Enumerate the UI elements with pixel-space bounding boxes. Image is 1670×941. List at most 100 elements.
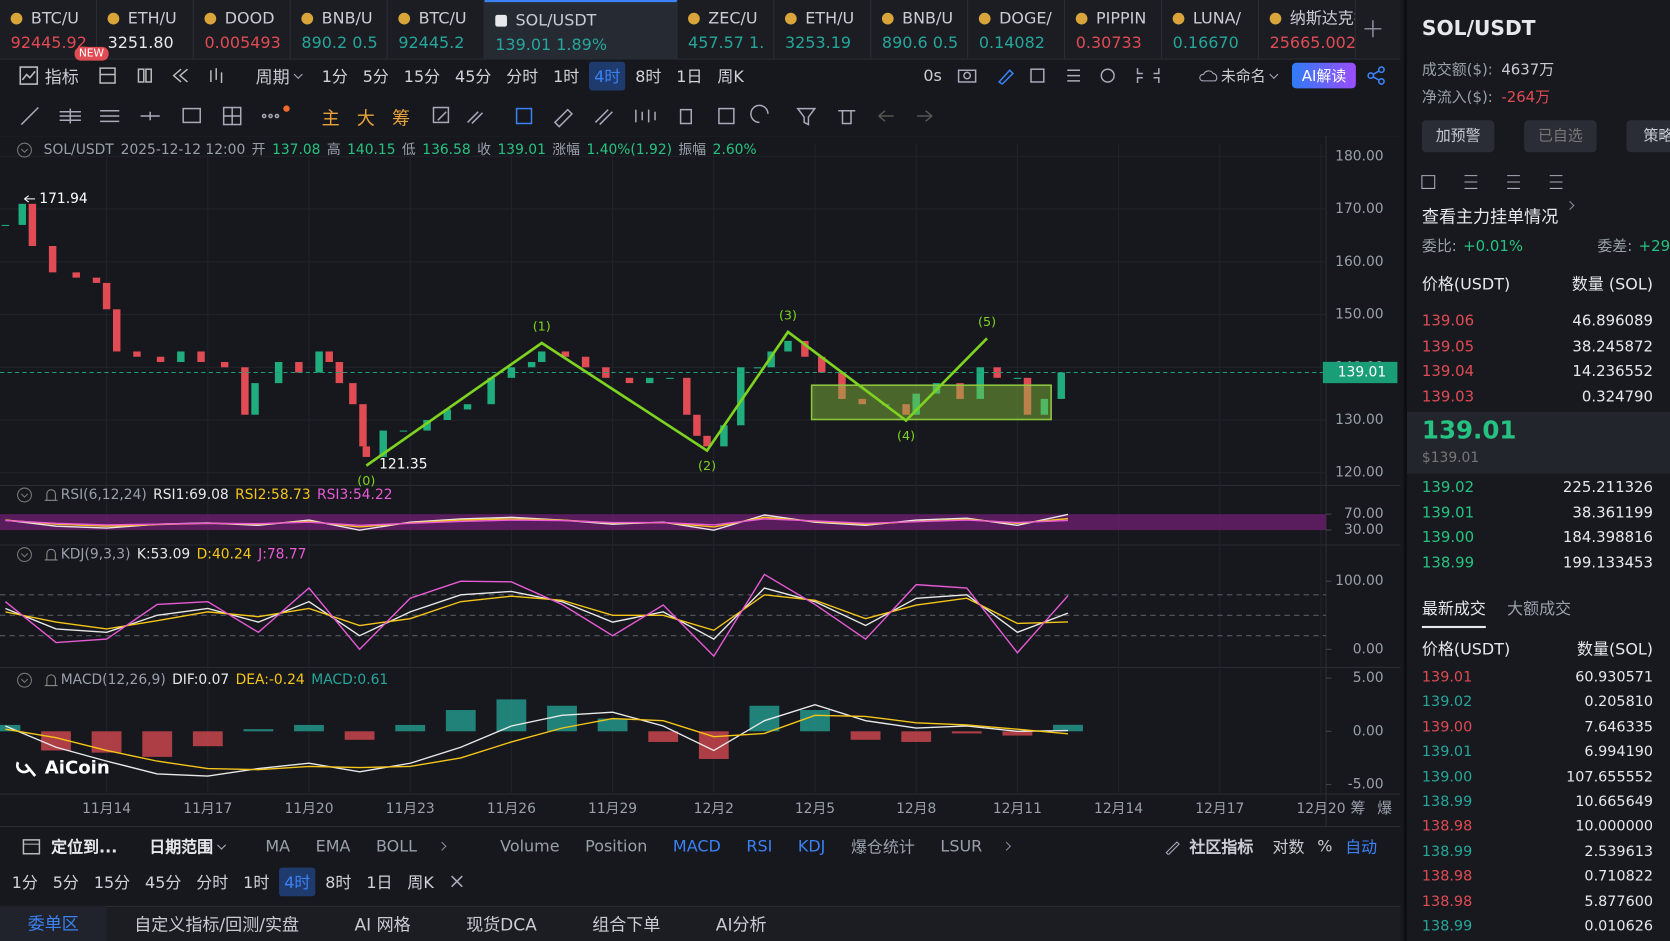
overlay-tool[interactable]: 筹: [391, 108, 411, 130]
close-icon[interactable]: [450, 874, 465, 889]
calendar-icon: [22, 839, 41, 855]
interval[interactable]: 45分: [145, 872, 182, 892]
bottom-tab[interactable]: 组合下单: [592, 914, 661, 935]
auto-scale[interactable]: 自动: [1345, 837, 1378, 857]
log-scale[interactable]: 对数: [1272, 837, 1305, 857]
panel-button[interactable]: 策略: [1626, 120, 1670, 153]
trade-tab[interactable]: 最新成交: [1421, 597, 1486, 629]
symbol-tab[interactable]: ZEC/U 457.57 1.: [677, 0, 775, 59]
indicator[interactable]: LSUR: [940, 836, 983, 856]
symbol-tab[interactable]: BNB/U 890.6 0.5: [871, 0, 969, 59]
symbol-tab[interactable]: 纳斯达克指 25665.002: [1259, 0, 1356, 59]
interval[interactable]: 45分: [455, 66, 492, 86]
trade-price: 138.99: [1421, 917, 1473, 935]
indicator-bar: 定位到... 日期范围 MA EMA BOLL Volume Position MACD…: [0, 826, 1401, 865]
interval[interactable]: 1时: [553, 66, 580, 86]
trade-qty: 10.665649: [1575, 793, 1654, 811]
add-tab[interactable]: [1363, 19, 1382, 38]
symbol-tab[interactable]: ETH/U 3253.19: [774, 0, 872, 59]
trade-tab[interactable]: 大额成交: [1507, 599, 1572, 619]
bottom-tab[interactable]: 委单区: [0, 905, 107, 941]
symbol-tab[interactable]: PIPPIN 0.30733: [1065, 0, 1163, 59]
indicator-button[interactable]: 指标: [44, 67, 79, 88]
interval[interactable]: 8时: [325, 872, 352, 892]
interval[interactable]: 15分: [93, 872, 131, 892]
share-icon[interactable]: [1367, 66, 1386, 85]
wave-line: [365, 330, 988, 467]
bottom-tab[interactable]: AI 网格: [354, 914, 411, 935]
overlay-tool[interactable]: 主: [321, 108, 340, 130]
legend-entry: DIF:0.07: [172, 672, 229, 688]
interval[interactable]: 周K: [407, 872, 434, 892]
depth-link[interactable]: 查看主力挂单情况: [1421, 206, 1559, 227]
mid-usd: $139.01: [1421, 450, 1480, 467]
date-range-button[interactable]: 日期范围: [149, 837, 214, 857]
indicator[interactable]: Position: [585, 836, 648, 856]
macd-bar: [243, 729, 274, 732]
interval[interactable]: 4时: [278, 867, 316, 896]
interval[interactable]: 5分: [52, 872, 79, 892]
panel-button[interactable]: 加预警: [1421, 120, 1495, 153]
panel-button[interactable]: 已自选: [1524, 120, 1597, 153]
tab-price: 3253.19: [784, 32, 852, 53]
symbol-tab[interactable]: BNB/U 890.2 0.5: [291, 0, 388, 59]
symbol-tab[interactable]: ETH/U 3251.80: [97, 0, 194, 59]
price: 139.02: [1421, 479, 1475, 497]
candle: [753, 367, 762, 369]
diff: 委差: +29: [1597, 235, 1670, 256]
indicator[interactable]: 爆仓统计: [850, 837, 915, 857]
interval[interactable]: 1分: [11, 872, 38, 892]
symbol-tabs: BTC/U 92445.92 ETH/U 3251.80 DOOD 0.005493 BNB…: [0, 0, 1401, 60]
x-tick-label: 11月29: [588, 801, 637, 817]
candle: [315, 351, 323, 373]
trade-price: 138.98: [1421, 817, 1473, 835]
bottom-tab[interactable]: AI分析: [715, 914, 767, 935]
interval[interactable]: 4时: [588, 61, 626, 90]
symbol-tab[interactable]: BTC/U 92445.2: [388, 0, 485, 59]
overlay-tool[interactable]: 大: [356, 108, 375, 130]
overlay[interactable]: BOLL: [375, 836, 418, 856]
percent-scale[interactable]: %: [1317, 836, 1333, 856]
locate-button[interactable]: 定位到...: [51, 837, 118, 857]
indicator[interactable]: RSI: [746, 836, 773, 856]
bottom-tab[interactable]: 自定义指标/回测/实盘: [134, 914, 300, 935]
coin-icon: [10, 12, 23, 25]
collapse-icon: [17, 487, 32, 503]
ai-button[interactable]: AI解读: [1292, 62, 1356, 89]
macd-bar: [91, 731, 122, 753]
indicator[interactable]: MACD: [672, 836, 721, 856]
tab-symbol: ZEC/U: [708, 8, 758, 28]
period-button[interactable]: 周期: [255, 67, 290, 88]
book-header: 价格(USDT) 数量 (SOL): [1422, 273, 1653, 295]
candle: [703, 435, 711, 447]
interval[interactable]: 15分: [403, 66, 441, 86]
interval[interactable]: 1日: [676, 66, 703, 86]
candle: [399, 430, 408, 432]
overlay[interactable]: EMA: [315, 836, 351, 856]
interval[interactable]: 1分: [321, 66, 348, 86]
interval[interactable]: 8时: [635, 66, 662, 86]
indicator[interactable]: Volume: [500, 836, 560, 856]
interval[interactable]: 分时: [506, 66, 539, 86]
interval[interactable]: 5分: [362, 66, 389, 86]
indicator-icon: [19, 66, 39, 85]
symbol-tab[interactable]: BTC/U 92445.92: [0, 0, 97, 59]
interval[interactable]: 1时: [243, 872, 270, 892]
community-indicators[interactable]: 社区指标: [1189, 837, 1254, 857]
book-row: 139.06 46.896089: [1422, 313, 1653, 330]
indicator[interactable]: KDJ: [797, 836, 826, 856]
candle: [241, 367, 249, 415]
symbol-tab[interactable]: DOGE/0.14082: [968, 0, 1066, 59]
symbol-tab[interactable]: DOOD 0.005493: [194, 0, 291, 59]
symbol-tab[interactable]: LUNA/0.16670: [1162, 0, 1259, 59]
layout-name[interactable]: 未命名: [1220, 68, 1266, 86]
tab-symbol: PIPPIN: [1095, 8, 1147, 28]
symbol-tab[interactable]: SOL/USDT 139.01 1.89%: [484, 0, 678, 59]
mid-price: 139.01: [1421, 417, 1517, 445]
overlay[interactable]: MA: [265, 836, 291, 856]
bottom-tab[interactable]: 现货DCA: [466, 914, 537, 935]
interval[interactable]: 1日: [366, 872, 393, 892]
candle: [902, 404, 910, 415]
interval[interactable]: 周K: [717, 66, 744, 86]
interval[interactable]: 分时: [196, 872, 229, 892]
